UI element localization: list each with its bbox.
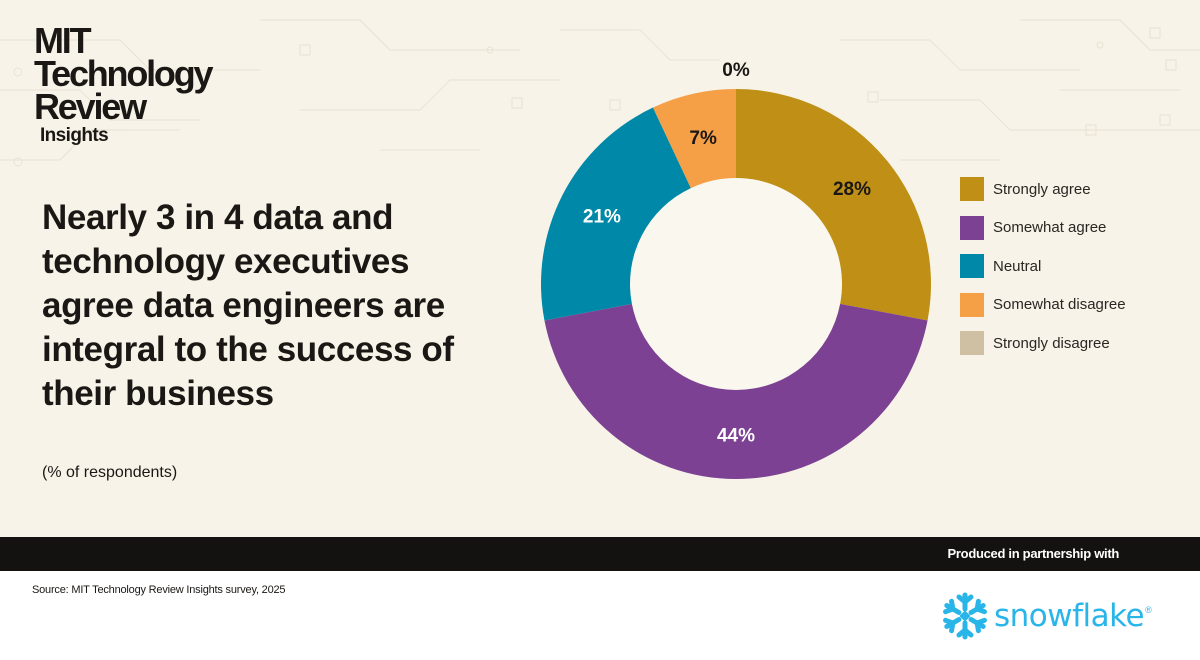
legend-item-somewhat-agree: Somewhat agree [960, 215, 1190, 240]
slice-neutral [541, 107, 691, 321]
legend-swatch-neutral [960, 254, 984, 279]
legend-label-somewhat-disagree: Somewhat disagree [993, 296, 1126, 314]
chart-legend: Strongly agree Somewhat agree Neutral Somew… [960, 177, 1190, 370]
slice-somewhat-disagree [652, 89, 736, 189]
circuit-background [0, 19, 1200, 167]
chart-headline: Nearly 3 in 4 data and technology execut… [42, 198, 454, 413]
logo-line-technology: Technology [34, 53, 214, 94]
unit-note: (% of respondents) [42, 464, 178, 481]
legend-swatch-somewhat-agree [960, 215, 984, 240]
legend-swatch-strongly-disagree [960, 331, 984, 356]
legend-label-somewhat-agree: Somewhat agree [993, 219, 1107, 237]
snowflake-icon [940, 592, 990, 641]
partner-logo: snowflake ® [940, 590, 1170, 642]
brand-logo: MIT Technology Review Insights [34, 20, 254, 147]
legend-label-strongly-disagree: Strongly disagree [993, 334, 1110, 352]
logo-line-mit: MIT [34, 20, 92, 61]
logo-insights: Insights [40, 125, 109, 146]
partner-name: snowflake [994, 598, 1145, 634]
partner-registered-mark: ® [1145, 605, 1152, 615]
legend-label-neutral: Neutral [993, 257, 1042, 275]
legend-item-strongly-disagree: Strongly disagree [960, 331, 1190, 356]
donut-chart: 28% 44% 21% 7% 0% [541, 60, 931, 480]
top-panel: MIT Technology Review Insights Nearly 3 … [0, 0, 1200, 537]
data-label-strongly-agree: 28% [833, 179, 871, 200]
legend-swatch-somewhat-disagree [960, 292, 984, 317]
slice-strongly-agree [736, 89, 931, 321]
donut-hole [630, 178, 842, 390]
legend-item-somewhat-disagree: Somewhat disagree [960, 292, 1190, 317]
legend-item-strongly-agree: Strongly agree [960, 177, 1190, 201]
data-label-neutral: 21% [583, 207, 621, 228]
data-label-somewhat-disagree: 7% [689, 128, 717, 149]
data-label-somewhat-agree: 44% [717, 426, 755, 447]
legend-swatch-strongly-agree [960, 177, 984, 201]
slice-somewhat-agree [544, 303, 928, 480]
source-note: Source: MIT Technology Review Insights s… [32, 584, 286, 596]
partnership-text: Produced in partnership with [947, 546, 1120, 561]
logo-line-review: Review [34, 86, 147, 127]
legend-label-strongly-agree: Strongly agree [993, 180, 1091, 198]
legend-item-neutral: Neutral [960, 254, 1190, 279]
data-label-strongly-disagree: 0% [722, 60, 750, 81]
partnership-band: Produced in partnership with [0, 537, 1200, 571]
